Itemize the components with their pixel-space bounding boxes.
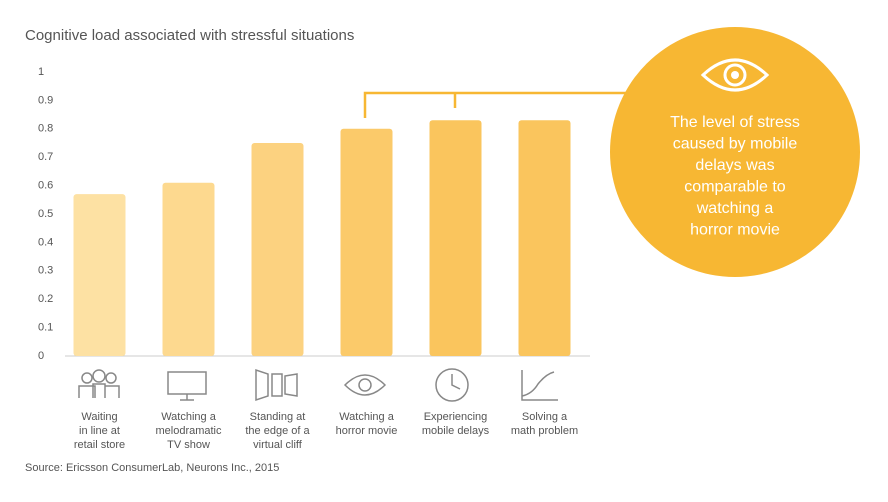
chart-title: Cognitive load associated with stressful…	[25, 27, 354, 44]
y-tick-label: 0.2	[38, 293, 53, 305]
y-tick-label: 1	[38, 66, 44, 78]
x-tick-label-line: in line at	[79, 425, 120, 437]
x-tick-label-line: retail store	[74, 439, 125, 451]
bar	[340, 128, 393, 356]
x-tick-label: Standing at the edge of a virtual cliff	[245, 411, 310, 451]
source: Source: Ericsson ConsumerLab, Neurons In…	[25, 462, 279, 474]
y-tick-label: 0.1	[38, 322, 53, 334]
eye-icon	[700, 58, 770, 92]
x-tick-label-line: Watching a	[161, 411, 217, 423]
x-tick-label-line: the edge of a	[245, 425, 310, 437]
bar	[162, 182, 215, 356]
y-tick-label: 0.4	[38, 236, 53, 248]
annotation: The level of stress caused by mobile delay…	[670, 114, 800, 239]
annotation-line: The level of stress	[670, 114, 800, 131]
bracket	[363, 91, 636, 118]
x-tick-label: Waiting in line at retail store	[74, 411, 125, 451]
x-tick-label-line: TV show	[167, 439, 210, 451]
annotation-line: watching a	[696, 200, 774, 217]
eye-pupil	[731, 71, 739, 79]
bar	[429, 120, 482, 356]
y-tick-label: 0	[38, 350, 44, 362]
annotation-circle	[610, 27, 860, 277]
x-tick-label: Watching a melodramatic TV show	[155, 411, 222, 451]
y-tick-label: 0.7	[38, 151, 53, 163]
annotation-line: horror movie	[690, 222, 780, 239]
x-tick-label-line: horror movie	[336, 425, 398, 437]
y-tick-label: 0.3	[38, 265, 53, 277]
x-tick-label: Watching a horror movie	[336, 411, 398, 437]
x-tick-label-line: Waiting	[81, 411, 117, 423]
x-tick-label-line: Standing at	[250, 411, 306, 423]
y-tick-label: 0.6	[38, 180, 53, 192]
bar	[73, 194, 126, 356]
y-tick-label: 0.5	[38, 208, 53, 220]
x-tick-label-line: mobile delays	[422, 425, 490, 437]
annotation-line: comparable to	[684, 179, 785, 196]
annotation-line: caused by mobile	[673, 136, 798, 153]
x-tick-label: Experiencing mobile delays	[422, 411, 490, 437]
bar	[518, 120, 571, 356]
bar	[251, 143, 304, 356]
x-tick-label-line: Experiencing	[424, 411, 488, 423]
x-tick-label: Solving a math problem	[511, 411, 578, 437]
y-tick-label: 0.8	[38, 123, 53, 135]
icons	[78, 368, 558, 402]
x-tick-label-line: virtual cliff	[253, 439, 303, 451]
annotation-line: delays was	[695, 157, 774, 174]
y-tick-label: 0.9	[38, 94, 53, 106]
x-tick-label-line: Watching a	[339, 411, 395, 423]
x-tick-label-line: Solving a	[522, 411, 568, 423]
x-tick-label-line: melodramatic	[155, 425, 222, 437]
x-tick-label-line: math problem	[511, 425, 578, 437]
